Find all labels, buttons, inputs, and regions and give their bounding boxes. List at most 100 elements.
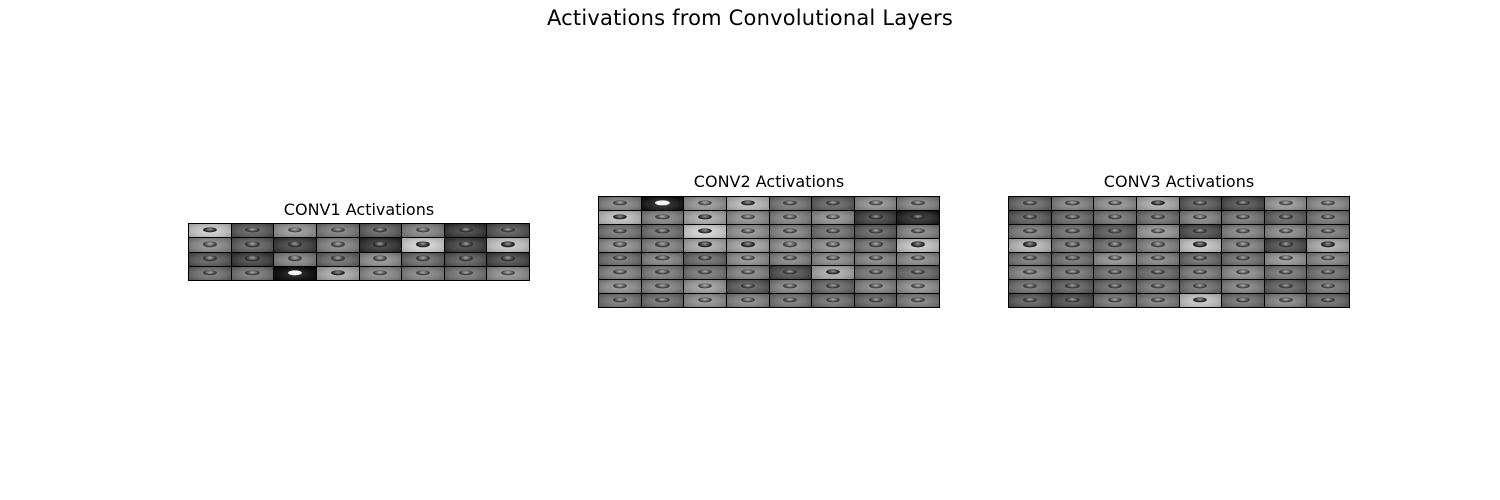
activation-blob (911, 200, 926, 206)
conv2-panel-title: CONV2 Activations (693, 172, 845, 191)
activation-map (1264, 294, 1307, 307)
activation-map (897, 224, 939, 238)
activation-blob (1193, 227, 1208, 234)
activation-map (444, 266, 487, 280)
activation-blob (868, 241, 883, 247)
activation-blob (1235, 200, 1251, 206)
activation-blob (825, 269, 841, 275)
activation-blob (1065, 297, 1080, 303)
activation-map (769, 294, 812, 307)
activation-map (1264, 266, 1307, 280)
activation-blob (655, 200, 670, 206)
activation-blob (1022, 269, 1037, 275)
activation-blob (740, 200, 755, 206)
activation-map (1136, 280, 1179, 294)
activation-map (1222, 224, 1264, 238)
activation-blob (655, 214, 670, 220)
activation-map (897, 280, 939, 294)
activation-blob (612, 214, 627, 220)
activation-map (769, 224, 812, 238)
activation-map (897, 210, 939, 224)
conv3-activation-grid (1008, 196, 1350, 308)
activation-blob (612, 297, 627, 303)
activation-map (1009, 280, 1051, 294)
activation-map (684, 252, 726, 266)
activation-blob (287, 227, 303, 233)
activation-blob (245, 241, 260, 247)
activation-map (599, 210, 641, 224)
activation-blob (655, 241, 670, 247)
activation-map (1179, 224, 1222, 238)
activation-map (1051, 238, 1094, 252)
activation-blob (911, 283, 926, 289)
activation-map (812, 238, 854, 252)
activation-map (769, 280, 812, 294)
activation-map (812, 197, 854, 210)
activation-blob (740, 227, 755, 234)
activation-map (359, 252, 402, 266)
activation-map (769, 238, 812, 252)
activation-map (1179, 238, 1222, 252)
activation-blob (373, 241, 388, 247)
activation-blob (825, 227, 841, 234)
activation-blob (1022, 214, 1037, 220)
activation-blob (783, 200, 798, 206)
activation-blob (245, 255, 260, 262)
activation-map (1222, 266, 1264, 280)
activation-map (1222, 252, 1264, 266)
activation-map (684, 266, 726, 280)
activation-map (854, 210, 897, 224)
activation-map (1222, 294, 1264, 307)
activation-map (402, 224, 444, 238)
activation-blob (1065, 241, 1080, 247)
activation-map (359, 238, 402, 252)
activation-map (726, 266, 769, 280)
activation-map (726, 280, 769, 294)
activation-blob (740, 241, 755, 247)
activation-blob (783, 241, 798, 247)
activation-blob (1150, 297, 1165, 303)
activation-blob (612, 283, 627, 289)
activation-blob (740, 214, 755, 220)
activation-map (189, 252, 231, 266)
activation-map (274, 252, 316, 266)
activation-map (1307, 224, 1349, 238)
activation-map (641, 294, 684, 307)
activation-blob (1065, 227, 1080, 234)
activation-blob (330, 227, 345, 233)
activation-map (274, 238, 316, 252)
activation-map (1009, 266, 1051, 280)
activation-blob (868, 255, 883, 261)
activation-map (599, 224, 641, 238)
activation-blob (1065, 283, 1080, 289)
activation-map (1179, 197, 1222, 210)
activation-map (1009, 224, 1051, 238)
activation-blob (458, 241, 473, 247)
activation-blob (202, 270, 217, 276)
activation-map (1136, 266, 1179, 280)
activation-map (1094, 294, 1136, 307)
activation-map (444, 252, 487, 266)
activation-map (1222, 280, 1264, 294)
activation-blob (655, 297, 670, 303)
activation-map (487, 252, 529, 266)
activation-blob (1150, 241, 1165, 247)
activation-blob (697, 255, 713, 261)
activation-blob (825, 297, 841, 303)
activation-map (316, 238, 359, 252)
activation-map (1307, 238, 1349, 252)
activation-blob (825, 241, 841, 247)
activation-blob (373, 227, 388, 233)
activation-blob (415, 255, 431, 262)
activation-blob (1193, 241, 1208, 247)
activation-blob (1150, 200, 1165, 206)
activation-map (402, 238, 444, 252)
activation-blob (1107, 241, 1123, 247)
activation-map (189, 224, 231, 238)
activation-map (812, 224, 854, 238)
activation-map (1136, 210, 1179, 224)
activation-blob (1022, 255, 1037, 261)
activation-blob (1321, 241, 1336, 247)
activation-blob (868, 200, 883, 206)
activation-blob (825, 200, 841, 206)
